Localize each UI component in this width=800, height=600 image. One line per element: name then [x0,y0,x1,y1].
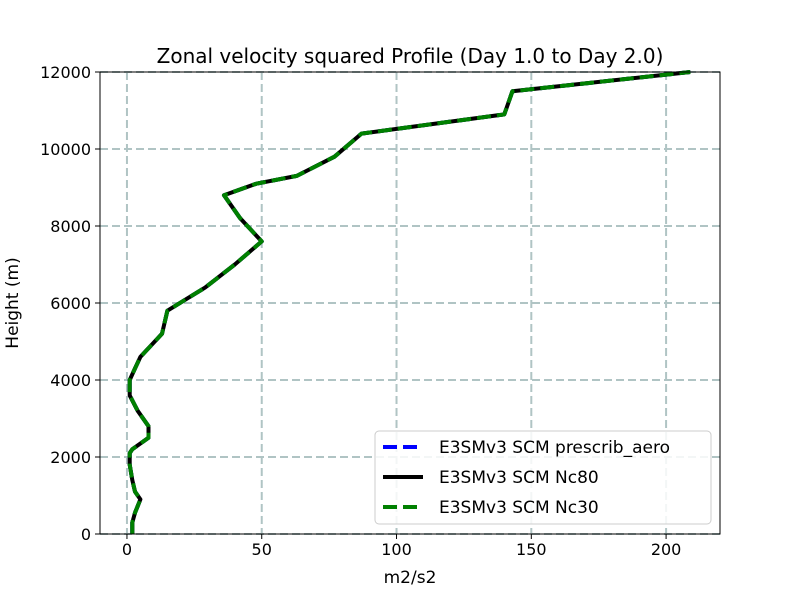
legend-box [374,430,712,525]
legend-label-1: E3SMv3 SCM prescrib_aero [439,438,670,458]
x-tick-label: 150 [516,540,547,559]
y-tick-label: 8000 [50,217,91,236]
y-tick-label: 0 [81,525,91,544]
legend-label-2: E3SMv3 SCM Nc80 [439,468,599,488]
legend: E3SMv3 SCM prescrib_aero E3SMv3 SCM Nc80 E… [374,430,712,525]
y-tick-label: 2000 [50,448,91,467]
series-group [127,70,691,534]
y-tick-label: 4000 [50,371,91,390]
legend-label-3: E3SMv3 SCM Nc30 [439,498,599,518]
x-tick-label: 0 [122,540,132,559]
x-tick-label: 100 [381,540,412,559]
y-axis-label: Height (m) [3,257,23,348]
y-tick-label: 10000 [40,140,91,159]
chart-title: Zonal velocity squared Profile (Day 1.0 … [157,44,664,68]
x-tick-label: 200 [651,540,682,559]
x-tick-label: 50 [252,540,272,559]
y-tick-label: 12000 [40,63,91,82]
y-tick-label: 6000 [50,294,91,313]
series-line-3 [127,70,691,534]
x-axis-label: m2/s2 [384,568,437,588]
